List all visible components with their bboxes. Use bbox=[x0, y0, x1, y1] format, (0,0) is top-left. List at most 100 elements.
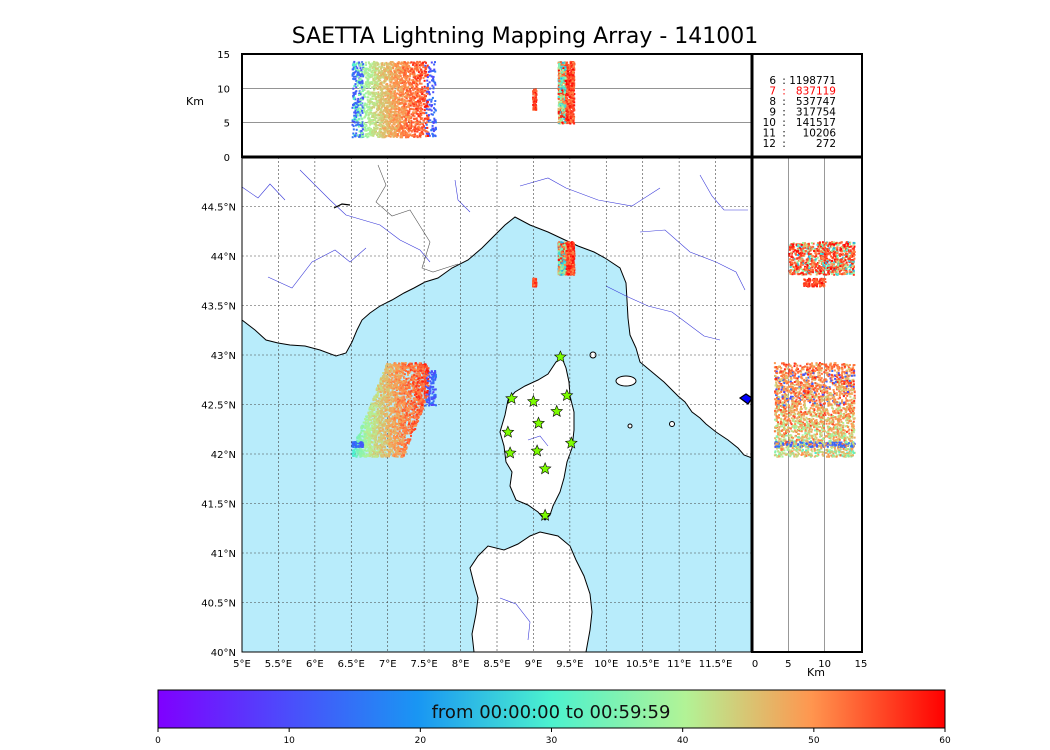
lat-tick-label: 40°N bbox=[211, 648, 236, 659]
axis-tick-labels: 5°E 5.5°E 6°E 6.5°E 7°E 7.5°E 8°E 8.5°E 9°E 9.5°E… bbox=[201, 50, 867, 670]
station-count-value: 537747 bbox=[796, 96, 836, 108]
lat-tick-label: 41.5°N bbox=[201, 500, 236, 511]
station-count-value: 317754 bbox=[796, 107, 836, 119]
station-marker bbox=[538, 508, 552, 521]
station-count-value: 837119 bbox=[796, 86, 836, 98]
colorbar-label: from 00:00:00 to 00:59:59 bbox=[432, 702, 671, 723]
colorbar-tick-label: 30 bbox=[546, 736, 558, 746]
lon-tick-label: 8.5°E bbox=[483, 659, 510, 670]
corsica-land bbox=[499, 357, 575, 521]
station-marker bbox=[553, 350, 567, 363]
station-count-sep: : bbox=[782, 75, 786, 87]
station-count-sep: : bbox=[782, 117, 786, 129]
right-panel-frame bbox=[751, 156, 863, 653]
rivers bbox=[242, 169, 748, 641]
lat-tick-label: 43.5°N bbox=[201, 302, 236, 313]
station-count-label: 8 bbox=[769, 96, 776, 108]
altitude-tick-label: 0 bbox=[224, 153, 230, 164]
station-marker bbox=[530, 444, 544, 457]
station-count-label: 12 bbox=[763, 138, 776, 150]
alt-lon-grid bbox=[242, 88, 752, 123]
lon-tick-label: 9°E bbox=[525, 659, 543, 670]
lon-tick-label: 11°E bbox=[667, 659, 691, 670]
station-marker bbox=[505, 391, 519, 405]
colorbar-tick-label: 60 bbox=[939, 736, 951, 746]
colorbar-tick-label: 40 bbox=[677, 736, 689, 746]
station-count-label: 9 bbox=[769, 107, 776, 119]
montecristo-island bbox=[627, 423, 633, 429]
altitude-tick-label: 15 bbox=[855, 659, 868, 670]
altitude-tick-label: 10 bbox=[217, 84, 230, 95]
station-count-sep: : bbox=[782, 138, 786, 150]
alt-lon-panel bbox=[242, 54, 752, 157]
lat-tick-label: 41°N bbox=[211, 549, 236, 560]
alt-lat-panel bbox=[752, 157, 861, 652]
lat-tick-label: 42.5°N bbox=[201, 401, 236, 412]
map-panel bbox=[241, 156, 753, 653]
station-marker bbox=[503, 446, 517, 459]
station-marker bbox=[564, 436, 578, 449]
lat-tick-label: 44.5°N bbox=[201, 203, 236, 214]
lon-tick-label: 7.5°E bbox=[411, 659, 438, 670]
lat-tick-label: 42°N bbox=[211, 450, 236, 461]
station-count-sep: : bbox=[782, 128, 786, 140]
lon-tick-label: 9.5°E bbox=[556, 659, 583, 670]
station-count-sep: : bbox=[782, 107, 786, 119]
colorbar-tick-label: 0 bbox=[155, 736, 161, 746]
lat-tick-label: 43°N bbox=[211, 351, 236, 362]
alt-lon-points bbox=[351, 60, 576, 139]
altitude-tick-label: 15 bbox=[217, 50, 230, 61]
station-count-sep: : bbox=[782, 96, 786, 108]
lon-tick-label: 6°E bbox=[306, 659, 324, 670]
lat-tick-label: 44°N bbox=[211, 252, 236, 263]
colorbar-tick-label: 20 bbox=[415, 736, 427, 746]
station-marker bbox=[532, 416, 545, 429]
map-grid bbox=[242, 157, 752, 652]
lon-tick-label: 5°E bbox=[233, 659, 251, 670]
mainland-land bbox=[242, 157, 752, 459]
station-marker bbox=[526, 394, 540, 408]
lon-tick-label: 5.5°E bbox=[265, 659, 292, 670]
lat-tick-label: 40.5°N bbox=[201, 599, 236, 610]
station-count-label: 7 bbox=[769, 86, 776, 98]
alt-lat-points bbox=[773, 241, 856, 458]
lon-tick-label: 8°E bbox=[452, 659, 470, 670]
giglio-island bbox=[669, 421, 675, 427]
station-count-label: 6 bbox=[769, 75, 776, 87]
lon-tick-label: 11.5°E bbox=[699, 659, 733, 670]
altitude-tick-label: 0 bbox=[752, 659, 758, 670]
colorbar-tick-label: 10 bbox=[283, 736, 295, 746]
station-count-value: 10206 bbox=[803, 128, 837, 140]
altitude-tick-label: 5 bbox=[224, 119, 230, 130]
station-count-label: 10 bbox=[763, 117, 776, 129]
lon-tick-label: 7°E bbox=[379, 659, 397, 670]
colorbar-tick-label: 50 bbox=[808, 736, 820, 746]
station-marker bbox=[501, 425, 515, 438]
station-marker bbox=[560, 388, 574, 402]
elba-island bbox=[615, 375, 637, 387]
station-marker bbox=[550, 404, 564, 417]
altitude-tick-label: 5 bbox=[785, 659, 791, 670]
alt-lon-ylabel: Km bbox=[186, 95, 204, 108]
station-count-value: 272 bbox=[816, 138, 836, 150]
lon-tick-label: 10.5°E bbox=[626, 659, 660, 670]
station-count-legend: 6:11987717:8371198:5377479:31775410:1415… bbox=[763, 75, 837, 150]
station-count-value: 1198771 bbox=[789, 75, 836, 87]
station-count-value: 141517 bbox=[796, 117, 836, 129]
map-source-points bbox=[351, 241, 576, 458]
country-border bbox=[375, 164, 459, 273]
station-marker bbox=[538, 462, 552, 475]
altitude-tick-label: 10 bbox=[818, 659, 831, 670]
colorbar-ticks: 0 10 20 30 40 50 60 bbox=[155, 728, 951, 746]
lake-detail bbox=[738, 393, 752, 405]
station-count-sep: : bbox=[782, 86, 786, 98]
chart-title: SAETTA Lightning Mapping Array - 141001 bbox=[291, 24, 759, 49]
sardinia-land bbox=[469, 531, 593, 652]
coast-detail bbox=[333, 203, 351, 209]
station-markers bbox=[501, 350, 578, 521]
colorbar: from 00:00:00 to 00:59:59 0 10 20 30 40 50 60 bbox=[155, 689, 951, 746]
lon-tick-label: 10°E bbox=[594, 659, 618, 670]
lon-tick-label: 6.5°E bbox=[338, 659, 365, 670]
alt-lat-xlabel: Km bbox=[807, 666, 825, 679]
